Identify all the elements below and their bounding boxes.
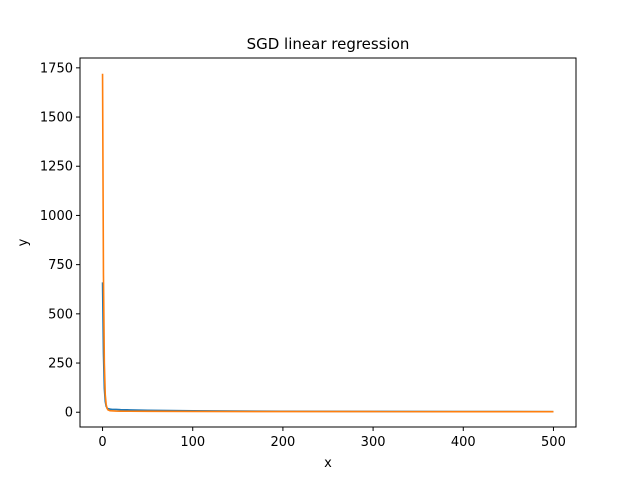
x-tick-label: 400: [451, 435, 476, 450]
y-tick-label: 750: [48, 258, 73, 273]
y-tick-label: 1500: [40, 111, 73, 126]
axes-frame: [79, 57, 577, 428]
y-tick-label: 1000: [40, 209, 73, 224]
y-tick-label: 0: [65, 406, 73, 421]
x-tick-label: 100: [180, 435, 205, 450]
y-axis-label: y: [16, 238, 31, 246]
x-axis-label: x: [324, 456, 332, 471]
y-tick-label: 500: [48, 307, 73, 322]
y-tick-label: 1250: [40, 160, 73, 175]
y-tick-label: 1750: [40, 61, 73, 76]
x-axis: 0 100 200 300 400 500: [98, 427, 566, 450]
x-tick-label: 200: [270, 435, 295, 450]
series-layer: [101, 73, 554, 413]
series-line-2: [101, 73, 554, 413]
chart-title: SGD linear regression: [247, 35, 410, 53]
x-tick-label: 300: [361, 435, 386, 450]
x-tick-label: 0: [98, 435, 106, 450]
y-tick-label: 250: [48, 357, 73, 372]
y-axis: 0 250 500 750 1000 1250 1500 1750: [40, 61, 80, 421]
x-tick-label: 500: [541, 435, 566, 450]
